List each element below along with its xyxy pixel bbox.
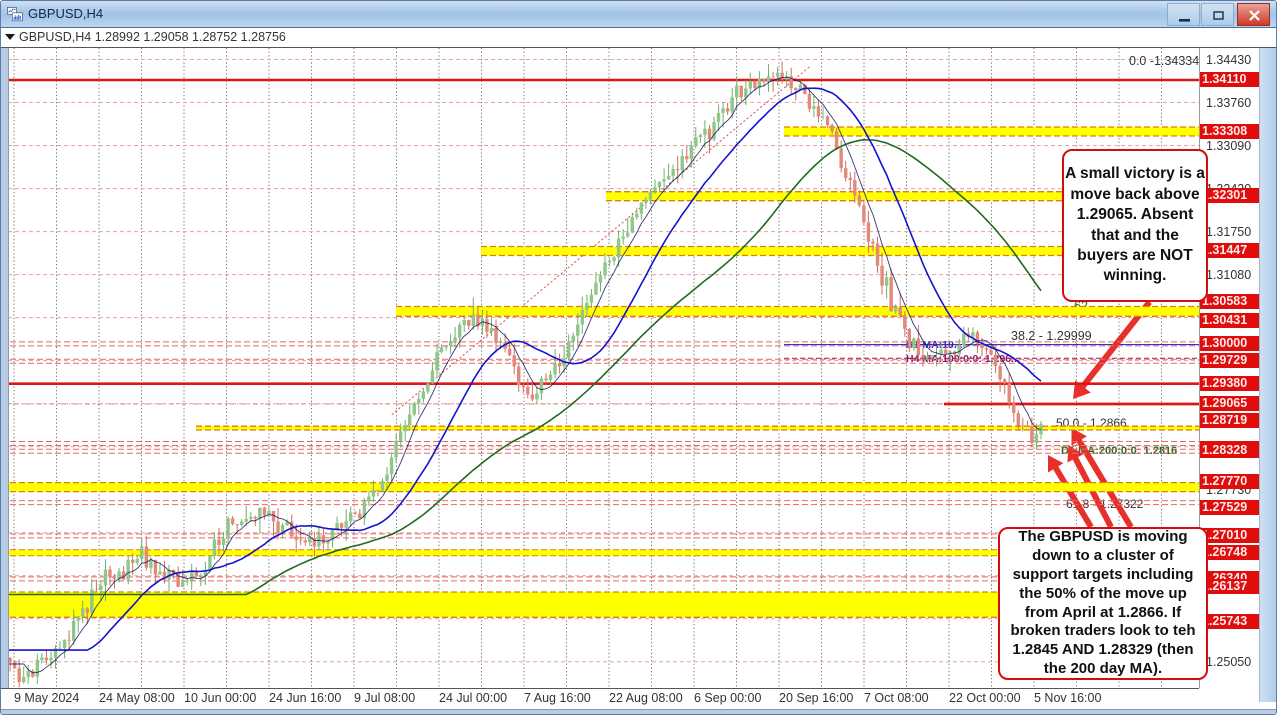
svg-text:0.0 -1.34334: 0.0 -1.34334: [1129, 54, 1199, 68]
svg-text:38.2 - 1.29999: 38.2 - 1.29999: [1011, 329, 1092, 343]
